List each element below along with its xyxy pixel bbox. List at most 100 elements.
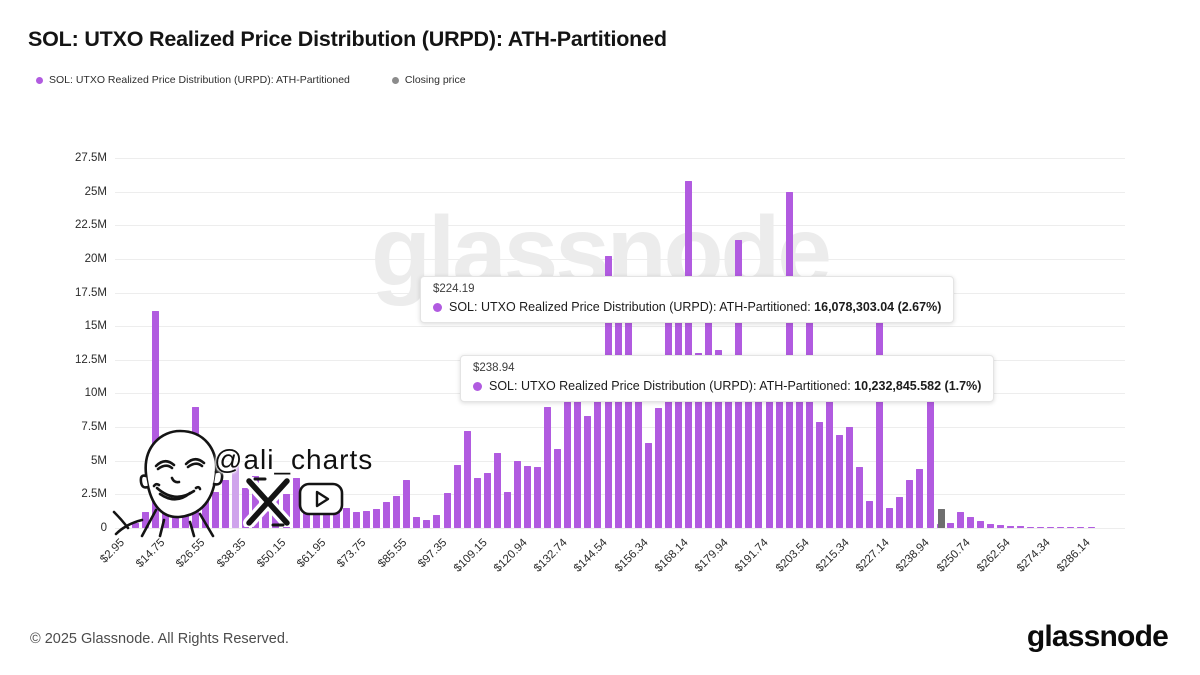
urpd-bar[interactable] (131, 522, 139, 528)
urpd-bar[interactable] (453, 464, 461, 528)
urpd-bar[interactable] (1067, 527, 1075, 528)
urpd-bar[interactable] (534, 467, 542, 528)
closing-price-bar[interactable] (937, 509, 945, 528)
urpd-bar[interactable] (433, 514, 441, 528)
urpd-bar[interactable] (805, 319, 813, 528)
urpd-bar[interactable] (775, 386, 783, 528)
urpd-bar[interactable] (1017, 525, 1025, 528)
urpd-bar[interactable] (846, 427, 853, 528)
urpd-bar[interactable] (312, 509, 320, 528)
urpd-bar[interactable] (856, 467, 864, 528)
urpd-bar[interactable] (916, 468, 924, 528)
urpd-bar[interactable] (503, 491, 511, 528)
urpd-bar[interactable] (403, 479, 411, 528)
urpd-bar[interactable] (674, 312, 682, 528)
urpd-bar[interactable] (614, 319, 622, 528)
urpd-bar[interactable] (544, 406, 552, 528)
urpd-bar[interactable] (564, 401, 572, 528)
urpd-bar[interactable] (755, 380, 763, 528)
urpd-bar[interactable] (976, 520, 984, 528)
urpd-bar[interactable] (876, 311, 884, 528)
urpd-bar[interactable] (282, 494, 290, 528)
urpd-bar[interactable] (574, 394, 582, 528)
urpd-bar[interactable] (232, 464, 240, 528)
urpd-bar[interactable] (715, 350, 723, 528)
urpd-bar[interactable] (725, 373, 733, 528)
urpd-bar[interactable] (866, 501, 874, 528)
gridline (115, 225, 1125, 227)
urpd-bar[interactable] (835, 435, 843, 528)
urpd-bar[interactable] (1047, 527, 1055, 528)
y-axis-tick-label: 20M (84, 252, 107, 265)
urpd-bar[interactable] (373, 509, 381, 528)
urpd-bar[interactable] (825, 397, 833, 528)
urpd-bar[interactable] (292, 478, 300, 528)
urpd-bar[interactable] (242, 487, 250, 528)
urpd-bar[interactable] (654, 408, 662, 528)
urpd-bar[interactable] (1027, 526, 1035, 528)
urpd-bar[interactable] (383, 502, 391, 528)
x-axis-tick-label: $238.94 (894, 536, 933, 575)
urpd-bar[interactable] (352, 511, 360, 528)
x-axis-tick-label: $227.14 (854, 536, 892, 575)
urpd-bar[interactable] (262, 501, 270, 528)
urpd-bar[interactable] (363, 510, 370, 528)
urpd-bar[interactable] (483, 472, 491, 528)
urpd-bar[interactable] (906, 479, 914, 528)
urpd-bar[interactable] (443, 493, 451, 528)
series-dot-icon (433, 302, 442, 312)
urpd-bar[interactable] (695, 353, 703, 528)
urpd-bar[interactable] (1087, 527, 1095, 528)
urpd-bar[interactable] (222, 479, 230, 528)
urpd-bar[interactable] (584, 416, 592, 528)
x-axis-tick-label: $203.54 (773, 536, 812, 575)
urpd-bar[interactable] (151, 311, 159, 528)
urpd-bar[interactable] (423, 519, 431, 528)
urpd-bar[interactable] (685, 180, 692, 528)
urpd-bar[interactable] (141, 511, 149, 528)
urpd-bar[interactable] (1077, 527, 1085, 528)
urpd-bar[interactable] (745, 380, 753, 528)
legend-item-urpd[interactable]: SOL: UTXO Realized Price Distribution (U… (36, 74, 350, 86)
urpd-bar[interactable] (956, 511, 964, 528)
gridline (115, 158, 1125, 160)
urpd-bar[interactable] (332, 506, 340, 528)
urpd-bar[interactable] (926, 390, 934, 528)
urpd-bar[interactable] (252, 475, 260, 528)
urpd-bar[interactable] (705, 312, 713, 528)
urpd-bar[interactable] (393, 495, 401, 528)
urpd-bar[interactable] (1037, 526, 1045, 528)
urpd-bar[interactable] (524, 466, 531, 528)
urpd-bar[interactable] (795, 366, 803, 528)
urpd-bar[interactable] (986, 523, 994, 528)
urpd-bar[interactable] (634, 373, 642, 528)
y-axis-tick-label: 10M (84, 387, 107, 400)
urpd-bar[interactable] (765, 366, 773, 528)
legend: SOL: UTXO Realized Price Distribution (U… (36, 74, 466, 86)
urpd-bar[interactable] (554, 448, 562, 528)
urpd-bar[interactable] (664, 306, 672, 528)
urpd-bar[interactable] (1007, 525, 1014, 528)
urpd-bar[interactable] (513, 460, 521, 528)
urpd-bar[interactable] (493, 452, 501, 528)
urpd-bar[interactable] (473, 478, 481, 528)
legend-item-closing-price[interactable]: Closing price (391, 74, 466, 86)
urpd-bar[interactable] (896, 497, 904, 528)
urpd-bar[interactable] (624, 315, 632, 528)
urpd-bar[interactable] (815, 421, 823, 528)
urpd-bar[interactable] (413, 516, 421, 528)
urpd-bar[interactable] (946, 523, 954, 528)
urpd-bar[interactable] (996, 524, 1004, 528)
urpd-bar[interactable] (886, 507, 894, 528)
urpd-bar[interactable] (342, 507, 350, 528)
urpd-bar[interactable] (644, 443, 652, 528)
urpd-bar[interactable] (1057, 526, 1065, 528)
urpd-bar[interactable] (966, 516, 974, 528)
urpd-bar[interactable] (212, 491, 220, 528)
urpd-bar[interactable] (594, 366, 602, 528)
urpd-bar[interactable] (463, 431, 471, 528)
tooltip-series-text: SOL: UTXO Realized Price Distribution (U… (489, 379, 982, 393)
x-axis-tick-label: $156.34 (612, 536, 651, 575)
x-axis-tick-label: $144.54 (572, 536, 611, 575)
